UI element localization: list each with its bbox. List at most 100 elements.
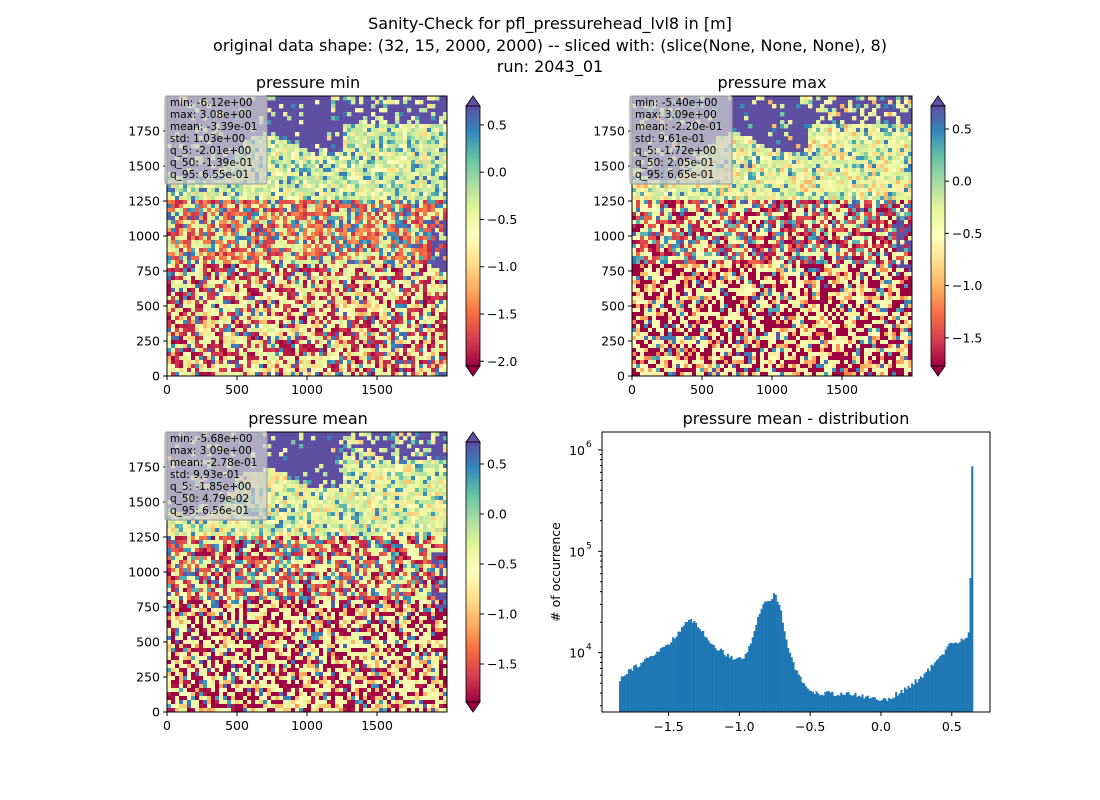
heatmap-cell bbox=[291, 272, 296, 277]
heatmap-cell bbox=[411, 300, 416, 305]
heatmap-cell bbox=[884, 128, 889, 133]
heatmap-cell bbox=[275, 188, 280, 193]
heatmap-cell bbox=[848, 136, 853, 141]
heatmap-cell bbox=[243, 192, 248, 197]
heatmap-cell bbox=[415, 280, 420, 285]
heatmap-cell bbox=[179, 248, 184, 253]
heatmap-cell bbox=[191, 340, 196, 345]
heatmap-cell bbox=[379, 348, 384, 353]
heatmap-cell bbox=[752, 160, 757, 165]
heatmap-cell bbox=[183, 268, 188, 273]
heatmap-cell bbox=[399, 288, 404, 293]
heatmap-cell bbox=[331, 212, 336, 217]
heatmap-cell bbox=[419, 152, 424, 157]
heatmap-cell bbox=[431, 368, 436, 373]
heatmap-cell bbox=[283, 140, 288, 145]
heatmap-cell bbox=[191, 372, 196, 377]
heatmap-cell bbox=[844, 156, 849, 161]
heatmap-cell bbox=[327, 220, 332, 225]
heatmap-cell bbox=[335, 360, 340, 365]
heatmap-cell bbox=[395, 288, 400, 293]
heatmap-cell bbox=[175, 276, 180, 281]
heatmap-cell bbox=[183, 244, 188, 249]
heatmap-cell bbox=[211, 248, 216, 253]
heatmap-cell bbox=[203, 220, 208, 225]
heatmap-cell bbox=[407, 344, 412, 349]
heatmap-cell bbox=[375, 312, 380, 317]
heatmap-cell bbox=[431, 212, 436, 217]
heatmap-cell bbox=[259, 328, 264, 333]
heatmap-cell bbox=[371, 316, 376, 321]
heatmap-cell bbox=[203, 372, 208, 377]
heatmap-cell bbox=[399, 176, 404, 181]
heatmap-cell bbox=[271, 320, 276, 325]
heatmap-cell bbox=[355, 108, 360, 113]
heatmap-cell bbox=[295, 236, 300, 241]
heatmap-cell bbox=[419, 304, 424, 309]
colorbar-tick-label: −0.5 bbox=[487, 212, 517, 227]
heatmap-cell bbox=[287, 308, 292, 313]
heatmap-cell bbox=[395, 272, 400, 277]
heatmap-cell bbox=[431, 332, 436, 337]
heatmap-cell bbox=[291, 160, 296, 165]
heatmap-cell bbox=[387, 124, 392, 129]
heatmap-cell bbox=[291, 152, 296, 157]
heatmap-cell bbox=[391, 148, 396, 153]
heatmap-cell bbox=[816, 152, 821, 157]
heatmap-cell bbox=[259, 364, 264, 369]
heatmap-cell bbox=[167, 184, 172, 189]
heatmap-cell bbox=[423, 316, 428, 321]
heatmap-cell bbox=[303, 168, 308, 173]
heatmap-cell bbox=[279, 104, 284, 109]
heatmap-cell bbox=[331, 240, 336, 245]
heatmap-cell bbox=[167, 296, 172, 301]
heatmap-cell bbox=[199, 280, 204, 285]
heatmap-cell bbox=[852, 136, 857, 141]
heatmap-cell bbox=[415, 196, 420, 201]
heatmap-cell bbox=[876, 164, 881, 169]
heatmap-cell bbox=[415, 240, 420, 245]
heatmap-cell bbox=[287, 168, 292, 173]
heatmap-cell bbox=[327, 312, 332, 317]
heatmap-cell bbox=[423, 156, 428, 161]
heatmap-cell bbox=[191, 188, 196, 193]
heatmap-cell bbox=[191, 208, 196, 213]
heatmap-cell bbox=[407, 152, 412, 157]
heatmap-cell bbox=[387, 148, 392, 153]
heatmap-cell bbox=[199, 316, 204, 321]
heatmap-cell bbox=[203, 232, 208, 237]
heatmap-cell bbox=[407, 372, 412, 377]
heatmap-cell bbox=[259, 260, 264, 265]
heatmap-cell bbox=[247, 360, 252, 365]
heatmap-cell bbox=[335, 248, 340, 253]
heatmap-cell bbox=[367, 344, 372, 349]
heatmap-cell bbox=[427, 184, 432, 189]
heatmap-cell bbox=[311, 232, 316, 237]
heatmap-cell bbox=[331, 260, 336, 265]
heatmap-cell bbox=[395, 132, 400, 137]
heatmap-cell bbox=[191, 204, 196, 209]
heatmap-cell bbox=[303, 240, 308, 245]
heatmap-cell bbox=[299, 268, 304, 273]
heatmap-cell bbox=[211, 236, 216, 241]
heatmap-cell bbox=[271, 332, 276, 337]
heatmap-cell bbox=[820, 140, 825, 145]
heatmap-cell bbox=[283, 144, 288, 149]
heatmap-cell bbox=[439, 316, 444, 321]
heatmap-cell bbox=[287, 312, 292, 317]
heatmap-cell bbox=[443, 136, 448, 141]
heatmap-cell bbox=[335, 316, 340, 321]
heatmap-cell bbox=[283, 360, 288, 365]
heatmap-cell bbox=[331, 372, 336, 377]
heatmap-cell bbox=[267, 132, 272, 137]
heatmap-cell bbox=[872, 140, 877, 145]
heatmap-cell bbox=[415, 176, 420, 181]
heatmap-cell bbox=[307, 240, 312, 245]
heatmap-cell bbox=[279, 304, 284, 309]
heatmap-cell bbox=[199, 328, 204, 333]
heatmap-cell bbox=[195, 280, 200, 285]
heatmap-cell bbox=[427, 96, 432, 101]
heatmap-cell bbox=[383, 324, 388, 329]
heatmap-cell bbox=[195, 224, 200, 229]
heatmap-cell bbox=[343, 112, 348, 117]
